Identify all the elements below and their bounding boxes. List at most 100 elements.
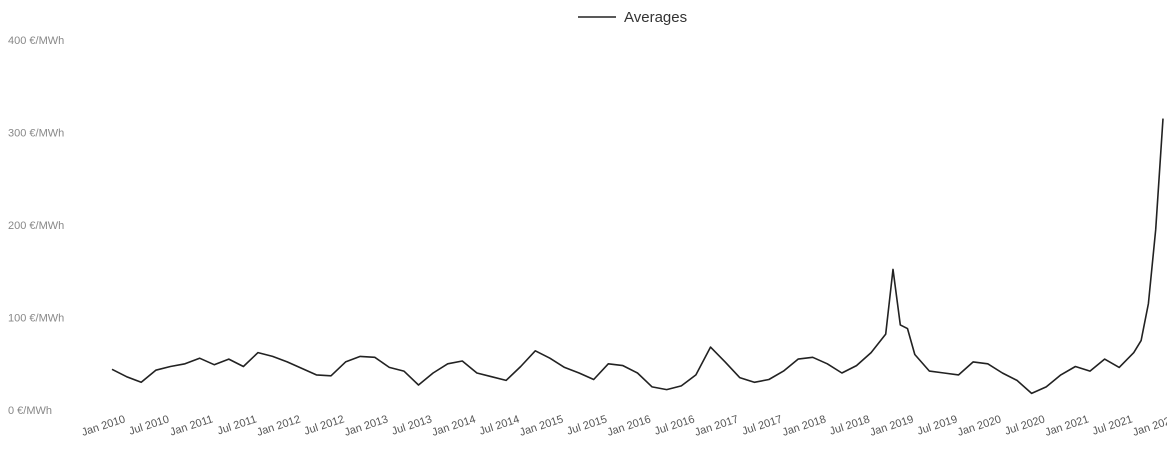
x-tick-label: Jan 2016: [606, 413, 653, 438]
x-tick-label: Jan 2010: [80, 413, 127, 438]
data-point: [753, 381, 755, 383]
data-point: [1147, 302, 1149, 304]
data-point: [1118, 366, 1120, 368]
x-tick-label: Jul 2021: [1091, 413, 1134, 437]
data-point: [213, 364, 215, 366]
data-point: [228, 358, 230, 360]
x-tick-label: Jul 2013: [390, 413, 433, 437]
data-point: [315, 374, 317, 376]
data-point: [1103, 358, 1105, 360]
data-point: [943, 372, 945, 374]
data-point: [987, 363, 989, 365]
data-point: [724, 361, 726, 363]
data-point: [593, 378, 595, 380]
data-point: [607, 363, 609, 365]
data-point: [651, 386, 653, 388]
data-point: [242, 365, 244, 367]
x-tick-label: Jul 2015: [565, 413, 608, 437]
data-point: [782, 370, 784, 372]
plot-area: [111, 117, 1164, 395]
data-point: [330, 375, 332, 377]
y-tick-label: 100 €/MWh: [8, 313, 64, 325]
x-tick-label: Jul 2014: [478, 413, 521, 437]
x-tick-label: Jan 2018: [781, 413, 828, 438]
data-point: [374, 356, 376, 358]
data-point: [344, 361, 346, 363]
data-point: [169, 365, 171, 367]
data-point: [271, 355, 273, 357]
data-point: [184, 363, 186, 365]
data-point: [914, 353, 916, 355]
data-point: [505, 379, 507, 381]
data-point: [680, 385, 682, 387]
data-point: [636, 372, 638, 374]
data-point: [906, 327, 908, 329]
data-point: [1074, 365, 1076, 367]
data-point: [1030, 392, 1032, 394]
x-tick-label: Jul 2011: [216, 413, 258, 437]
x-tick-label: Jan 2017: [693, 413, 740, 438]
data-point: [563, 366, 565, 368]
data-point: [578, 372, 580, 374]
data-point: [695, 374, 697, 376]
data-point: [403, 370, 405, 372]
data-point: [257, 351, 259, 353]
legend: Averages: [578, 9, 687, 26]
data-point: [432, 372, 434, 374]
data-point: [768, 378, 770, 380]
data-point: [972, 361, 974, 363]
x-tick-label: Jan 2021: [1044, 413, 1091, 438]
data-point: [666, 388, 668, 390]
data-point: [870, 351, 872, 353]
x-tick-label: Jan 2014: [431, 413, 478, 438]
data-point: [1133, 351, 1135, 353]
x-tick-label: Jul 2016: [653, 413, 696, 437]
data-point: [899, 324, 901, 326]
data-point: [417, 384, 419, 386]
x-tick-label: Jan 2020: [956, 413, 1003, 438]
data-point: [826, 363, 828, 365]
data-point: [301, 367, 303, 369]
x-tick-label: Jan 2022: [1131, 413, 1167, 438]
data-point: [812, 356, 814, 358]
data-point: [520, 365, 522, 367]
data-point: [490, 376, 492, 378]
x-tick-label: Jan 2019: [868, 413, 915, 438]
x-tick-label: Jan 2015: [518, 413, 565, 438]
data-point: [388, 366, 390, 368]
data-point: [359, 355, 361, 357]
x-tick-label: Jan 2013: [343, 413, 390, 438]
data-point: [549, 357, 551, 359]
x-tick-label: Jan 2011: [169, 413, 215, 438]
data-point: [140, 381, 142, 383]
x-tick-label: Jul 2017: [741, 413, 784, 437]
x-tick-label: Jan 2012: [255, 413, 302, 438]
y-tick-label: 200 €/MWh: [8, 220, 64, 232]
data-point: [797, 358, 799, 360]
data-point: [1162, 117, 1164, 119]
data-point: [198, 357, 200, 359]
data-point: [534, 350, 536, 352]
data-point: [1016, 379, 1018, 381]
data-point: [1060, 374, 1062, 376]
series-line-averages: [111, 118, 1164, 395]
data-point: [709, 346, 711, 348]
data-point: [855, 364, 857, 366]
y-tick-label: 400 €/MWh: [8, 35, 64, 47]
data-point: [928, 370, 930, 372]
data-point: [1089, 370, 1091, 372]
y-axis: 0 €/MWh 100 €/MWh 200 €/MWh 300 €/MWh 400 €/…: [8, 35, 64, 417]
data-point: [461, 360, 463, 362]
data-point: [841, 372, 843, 374]
x-tick-label: Jul 2010: [127, 413, 170, 437]
x-tick-label: Jul 2012: [303, 413, 346, 437]
data-point: [892, 268, 894, 270]
data-point: [111, 368, 113, 370]
data-point: [622, 364, 624, 366]
y-tick-label: 300 €/MWh: [8, 128, 64, 140]
x-tick-label: Jul 2018: [828, 413, 871, 437]
data-point: [1001, 372, 1003, 374]
data-point: [1140, 339, 1142, 341]
